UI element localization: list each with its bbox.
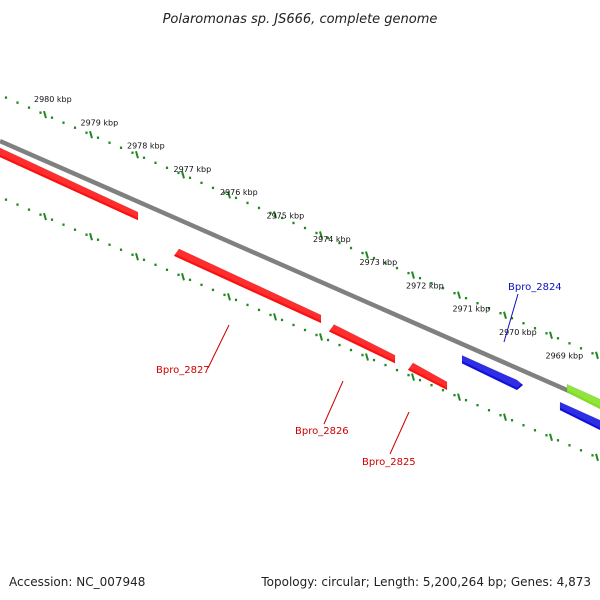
kbp-label: 2969 kbp [546,351,584,360]
kbp-label: 2976 kbp [220,188,258,197]
gene-label-leader [503,293,519,343]
gene-label-leader [207,324,230,369]
gene-bpro-2824[interactable] [461,353,524,391]
kbp-label: 2979 kbp [81,118,119,127]
gene-features [0,145,600,432]
inner-major-tick [411,373,415,381]
kbp-label: 2971 kbp [453,305,491,314]
inner-major-tick [503,413,507,421]
kbp-label: 2978 kbp [127,142,165,151]
map-title: Polaromonas sp. JS666, complete genome [163,12,438,27]
inner-major-tick [365,353,369,361]
outer-major-tick [365,251,369,259]
inner-major-tick [43,212,47,221]
inner-major-tick [227,293,231,301]
gene-label[interactable]: Bpro_2824 [508,282,562,293]
outer-major-tick [227,191,231,199]
inner-major-tick [181,273,185,281]
gene-label-leader [389,411,410,455]
genome-summary-text: Topology: circular; Length: 5,200,264 bp… [261,575,591,589]
inner-major-tick [135,252,139,261]
kbp-label: 2975 kbp [267,212,305,221]
outer-major-tick [595,351,599,360]
kbp-label: 2977 kbp [174,165,212,174]
accession-text: Accession: NC_007948 [9,575,146,589]
feature-green[interactable] [566,381,600,411]
gene-label[interactable]: Bpro_2827 [156,365,210,376]
outer-major-tick [549,331,553,340]
inner-major-tick [89,232,93,241]
kbp-label: 2970 kbp [499,328,537,337]
inner-major-tick [457,393,461,401]
gene-bpro-2828[interactable] [0,145,139,221]
inner-major-tick [549,433,553,442]
outer-major-tick [411,271,415,279]
outer-tick-track [4,96,599,360]
outer-major-tick [273,211,277,219]
gene-label-group: Bpro_2827 Bpro_2826 Bpro_2825 Bpro_2824 [156,282,562,468]
kbp-label: 2972 kbp [406,281,444,290]
kbp-label: 2980 kbp [34,95,72,104]
outer-major-tick [43,110,47,119]
outer-major-tick [135,150,139,159]
outer-major-tick [503,311,507,319]
gene-label[interactable]: Bpro_2826 [295,426,349,437]
gene-label-leader [323,380,344,425]
outer-major-tick [319,231,323,239]
gene-bpro-2827[interactable] [173,246,322,324]
genome-backbone [0,138,600,407]
kbp-label: 2973 kbp [360,258,398,267]
outer-major-tick [181,171,185,179]
kbp-label: 2974 kbp [313,235,351,244]
inner-major-tick [319,333,323,341]
inner-major-tick [595,453,599,462]
outer-major-tick [89,130,93,139]
inner-tick-track [4,198,599,462]
gene-label[interactable]: Bpro_2825 [362,457,416,468]
outer-major-tick [457,291,461,299]
gene-bpro-2825[interactable] [407,360,448,391]
inner-major-tick [273,313,277,321]
gene-bpro-2823[interactable] [559,399,600,432]
backbone-line [0,138,600,407]
gene-bpro-2826[interactable] [328,322,396,364]
kbp-label-group: 2980 kbp 2979 kbp 2978 kbp 2977 kbp 2976 kbp… [34,95,583,360]
